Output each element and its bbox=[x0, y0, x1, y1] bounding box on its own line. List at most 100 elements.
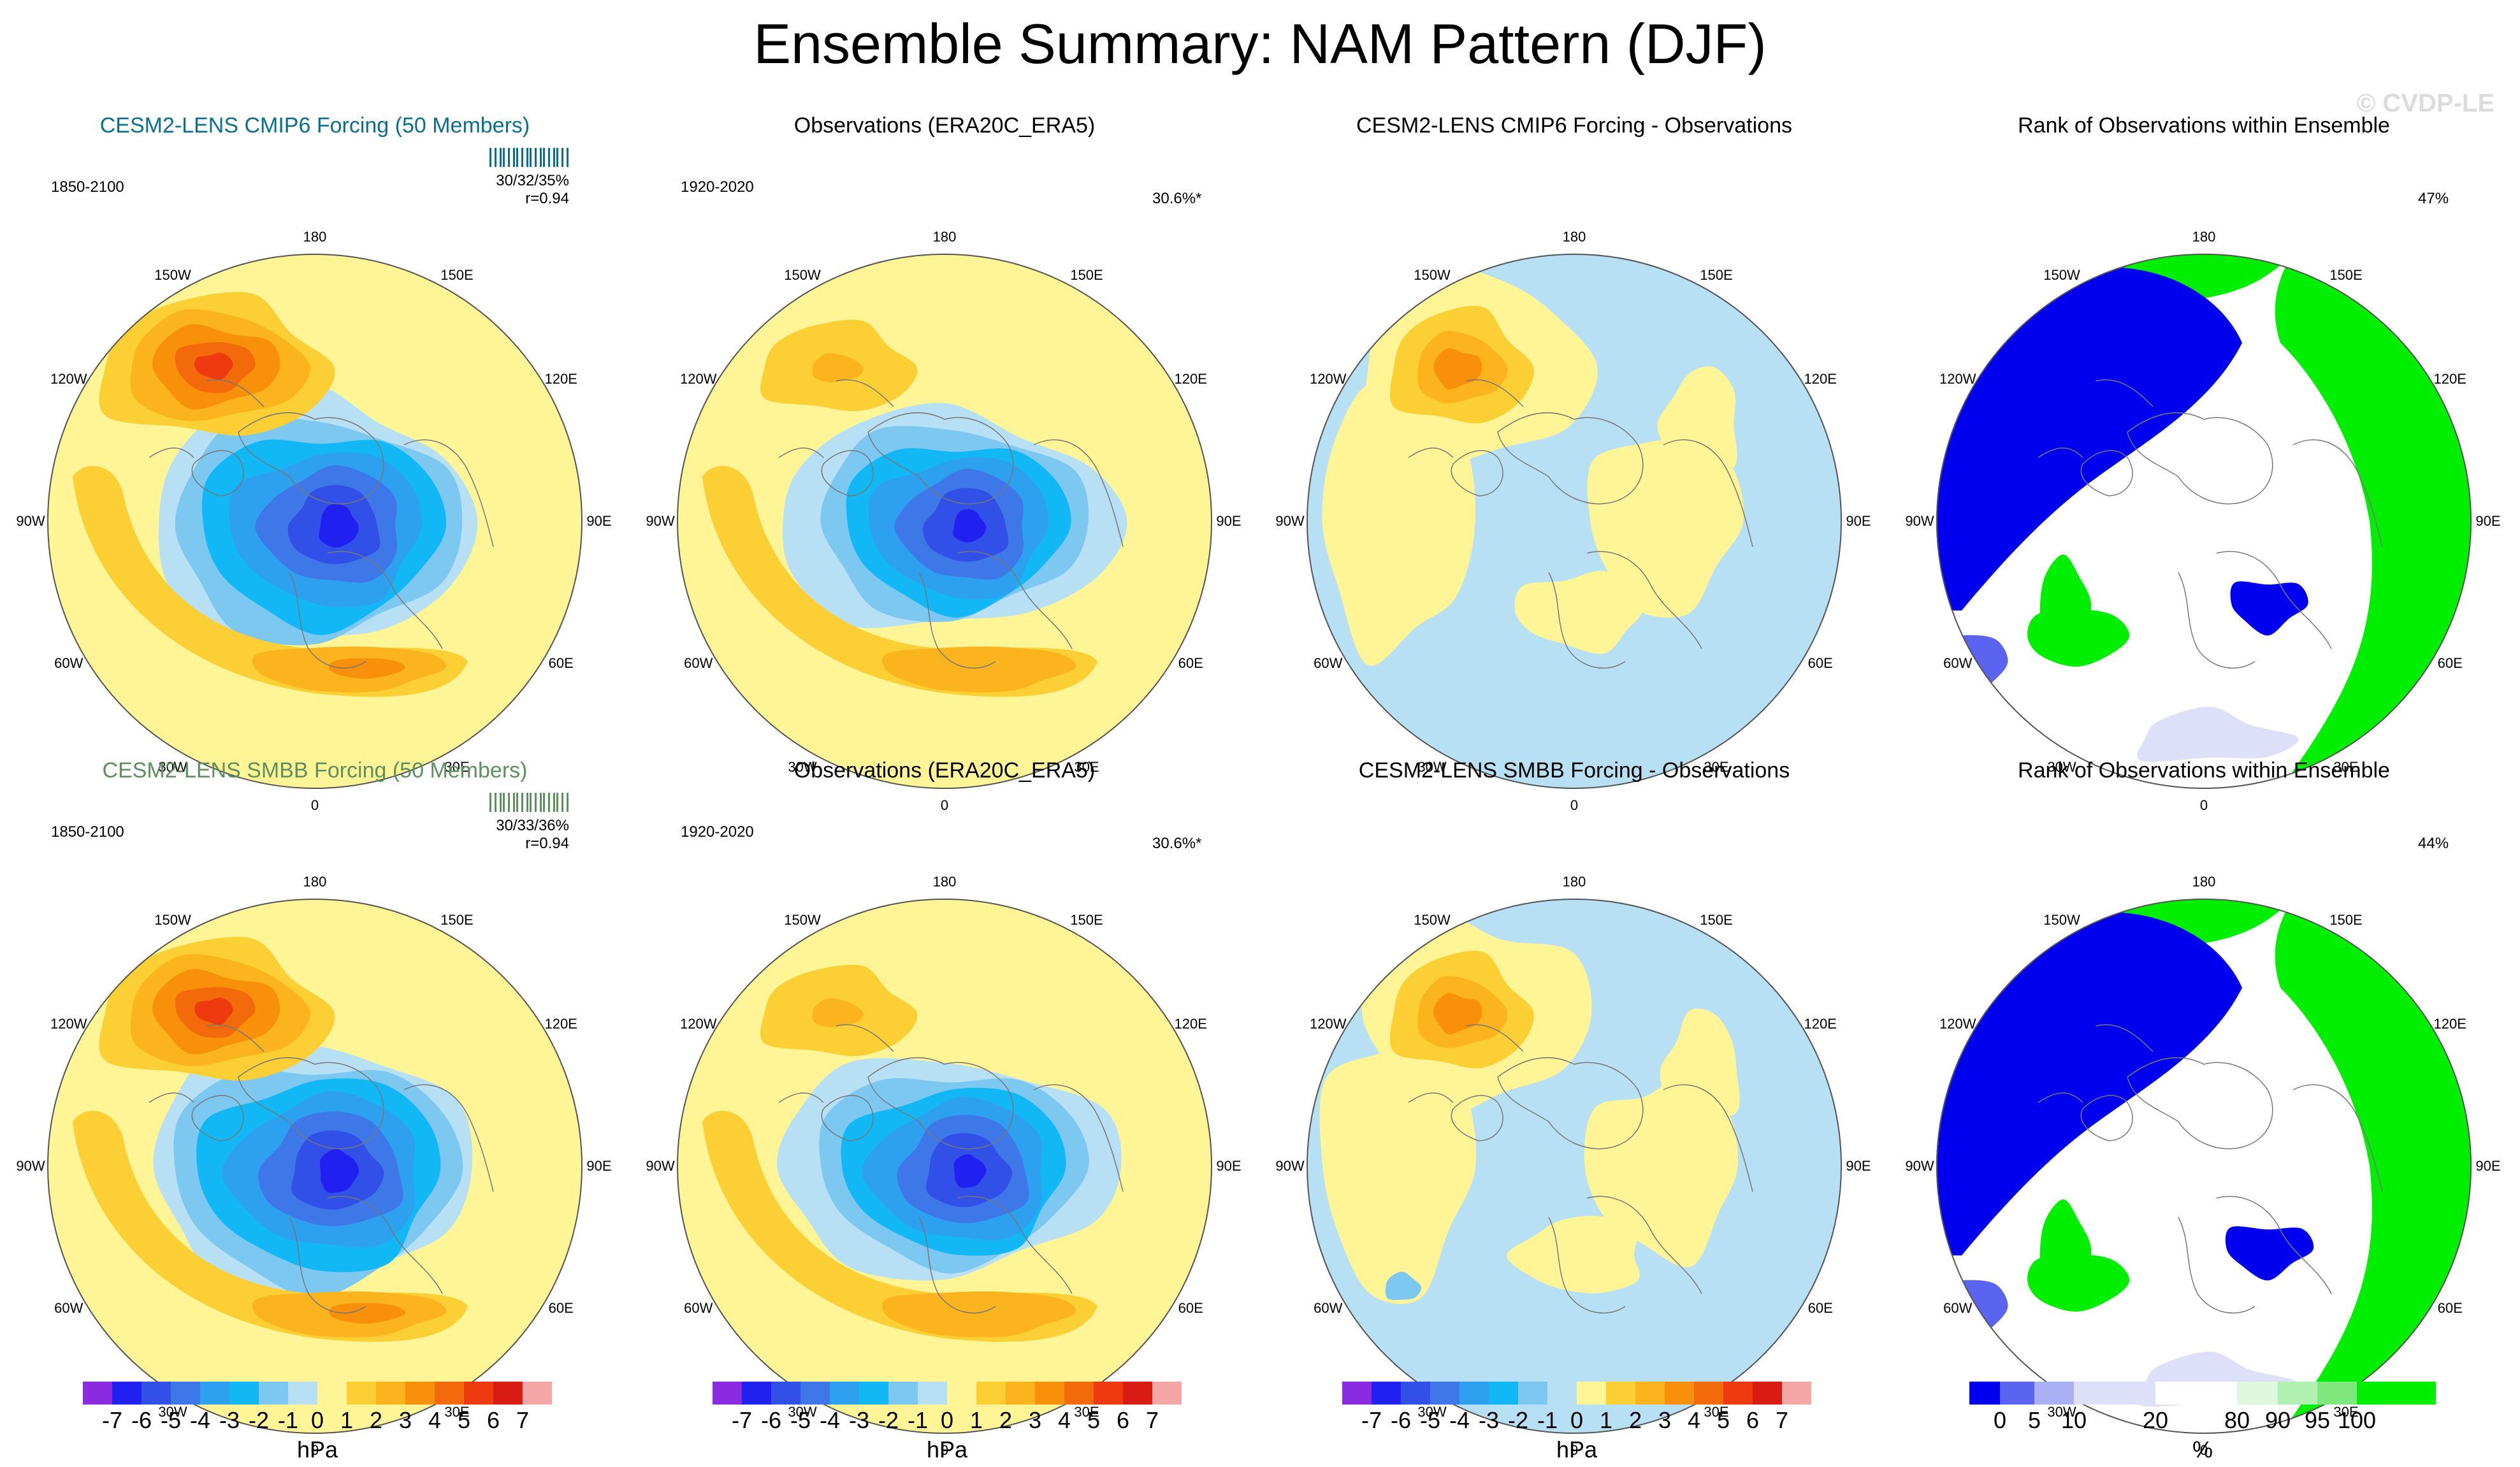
colorbar-swatch bbox=[83, 1382, 112, 1405]
colorbar-swatch bbox=[976, 1382, 1006, 1405]
colorbar-swatch bbox=[141, 1382, 171, 1405]
colorbar-swatch bbox=[1518, 1382, 1547, 1405]
longitude-label: 180 bbox=[1562, 229, 1586, 245]
colorbar-swatch bbox=[2155, 1382, 2237, 1405]
longitude-label: 90W bbox=[16, 513, 45, 529]
coastlines bbox=[1408, 379, 1753, 669]
colorbar-swatch bbox=[259, 1382, 288, 1405]
colorbar-tick-label: -7 bbox=[1361, 1407, 1382, 1433]
colorbar-tick-label: 4 bbox=[1687, 1407, 1701, 1433]
longitude-label: 30W bbox=[158, 759, 187, 776]
longitude-label: 90E bbox=[2475, 513, 2501, 529]
colorbar-tick-label: -7 bbox=[731, 1407, 753, 1433]
colorbar-tick-label: -1 bbox=[907, 1407, 929, 1433]
longitude-label: 150W bbox=[154, 266, 191, 283]
longitude-label: 0 bbox=[310, 1442, 319, 1458]
colorbar-swatch bbox=[800, 1382, 830, 1405]
colorbar-swatch bbox=[713, 1382, 742, 1405]
polar-map bbox=[677, 254, 1212, 789]
colorbar-swatch bbox=[317, 1382, 347, 1405]
longitude-label: 150W bbox=[784, 266, 821, 283]
longitude-label: 60W bbox=[54, 655, 83, 671]
polar-map bbox=[1936, 254, 2472, 789]
longitude-label: 30E bbox=[1704, 1404, 1729, 1420]
colorbar-swatch bbox=[1635, 1382, 1665, 1405]
atlantic-high-core bbox=[328, 658, 406, 679]
colorbar-swatch bbox=[947, 1382, 976, 1405]
colorbar-tick-label: 0 bbox=[1570, 1407, 1584, 1433]
colorbar-swatch bbox=[1342, 1382, 1372, 1405]
colorbar-tick-label: 4 bbox=[428, 1407, 442, 1433]
atlantic-high-core bbox=[328, 1303, 406, 1324]
colorbar-tick-label: -6 bbox=[131, 1407, 152, 1433]
longitude-label: 120W bbox=[50, 371, 87, 387]
negative-difference-contour bbox=[1385, 1271, 1422, 1300]
colorbar-tick-label: 20 bbox=[2142, 1407, 2169, 1433]
longitude-label: 150W bbox=[154, 911, 191, 928]
longitude-label: 60E bbox=[2437, 655, 2463, 671]
longitude-label: 180 bbox=[2192, 229, 2216, 245]
longitude-label: 150W bbox=[2043, 266, 2080, 283]
colorbar-swatch bbox=[435, 1382, 464, 1405]
colorbar-tick-label: 2 bbox=[369, 1407, 383, 1433]
positive-anomaly-region bbox=[1507, 1215, 1640, 1294]
longitude-label: 90E bbox=[586, 1158, 612, 1174]
ensemble-member-ticks bbox=[484, 793, 574, 812]
colorbar-swatch bbox=[112, 1382, 141, 1405]
colorbar-tick-label: 7 bbox=[1145, 1407, 1159, 1433]
longitude-label: 60E bbox=[548, 1300, 574, 1316]
coastlines bbox=[1408, 1024, 1753, 1314]
colorbar-swatch bbox=[171, 1382, 200, 1405]
colorbar-unit: hPa bbox=[926, 1436, 968, 1463]
colorbar-swatch bbox=[1401, 1382, 1430, 1405]
colorbar-swatch bbox=[1606, 1382, 1635, 1405]
colorbar-swatch bbox=[288, 1382, 317, 1405]
colorbar-swatch bbox=[1123, 1382, 1152, 1405]
colorbar-unit: % bbox=[2192, 1436, 2213, 1463]
colorbar-swatch bbox=[1459, 1382, 1489, 1405]
colorbar-swatch bbox=[918, 1382, 947, 1405]
panel-title: CESM2-LENS CMIP6 Forcing - Observations bbox=[1356, 113, 1792, 138]
longitude-label: 150E bbox=[2329, 266, 2363, 283]
colorbar-swatch bbox=[464, 1382, 493, 1405]
longitude-label: 150E bbox=[2329, 911, 2363, 928]
panel-title: Observations (ERA20C_ERA5) bbox=[793, 113, 1096, 138]
colorbar-tick-label: 4 bbox=[1057, 1407, 1071, 1433]
longitude-label: 0 bbox=[2199, 797, 2208, 813]
explained-variance-stats: 30/32/35% bbox=[496, 172, 569, 189]
longitude-label: 120W bbox=[680, 371, 717, 387]
longitude-label: 150E bbox=[1700, 266, 1733, 283]
colorbar-tick-label: -3 bbox=[219, 1407, 240, 1433]
colorbar-tick-label: -3 bbox=[1478, 1407, 1500, 1433]
map-border bbox=[677, 254, 1212, 789]
colorbar-swatch bbox=[347, 1382, 376, 1405]
colorbar-tick-label: 7 bbox=[1775, 1407, 1789, 1433]
longitude-label: 150E bbox=[1070, 911, 1103, 928]
positive-anomaly-region bbox=[1657, 366, 1737, 483]
colorbar-tick-label: 10 bbox=[2060, 1407, 2087, 1433]
longitude-label: 60W bbox=[684, 1300, 713, 1316]
colorbar-tick-label: -6 bbox=[1390, 1407, 1412, 1433]
colorbar-swatch bbox=[523, 1382, 552, 1405]
colorbar-swatch bbox=[2237, 1382, 2278, 1405]
colorbar-tick-label: -2 bbox=[248, 1407, 270, 1433]
longitude-label: 30W bbox=[788, 759, 817, 776]
map-border bbox=[1936, 254, 2472, 789]
longitude-label: 120W bbox=[50, 1016, 87, 1032]
longitude-label: 90E bbox=[586, 513, 612, 529]
colorbar-swatch bbox=[493, 1382, 523, 1405]
map-border bbox=[1307, 254, 1842, 789]
colorbar-swatch bbox=[888, 1382, 918, 1405]
colorbar-tick-label: -5 bbox=[790, 1407, 811, 1433]
colorbar-unit: hPa bbox=[296, 1436, 338, 1463]
colorbar-tick-label: 0 bbox=[940, 1407, 954, 1433]
pacific-high-contour bbox=[812, 998, 864, 1027]
longitude-label: 120E bbox=[2433, 1016, 2466, 1032]
positive-anomaly-region bbox=[1660, 1008, 1740, 1124]
longitude-label: 120W bbox=[1310, 371, 1347, 387]
colorbar-tick-label: -2 bbox=[1507, 1407, 1529, 1433]
longitude-label: 90W bbox=[1275, 513, 1305, 529]
rank-mid-region bbox=[2137, 706, 2299, 762]
longitude-label: 150W bbox=[1414, 911, 1451, 928]
colorbar-tick-label: 2 bbox=[999, 1407, 1013, 1433]
